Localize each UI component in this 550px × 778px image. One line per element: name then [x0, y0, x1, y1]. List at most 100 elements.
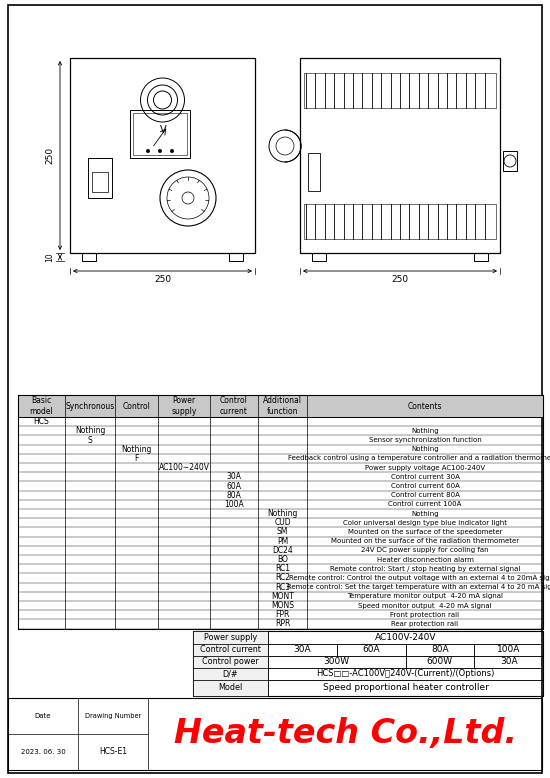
Text: Nothing: Nothing: [411, 428, 439, 434]
Text: Synchronous: Synchronous: [65, 401, 114, 411]
Text: Control current 80A: Control current 80A: [390, 492, 459, 498]
Text: RC1: RC1: [275, 564, 290, 573]
Bar: [474, 656, 543, 668]
Text: Nothing: Nothing: [411, 447, 439, 452]
Text: Power supply: Power supply: [204, 633, 257, 642]
Bar: [268, 680, 543, 696]
Bar: [18, 395, 543, 629]
Text: Rear protection rail: Rear protection rail: [392, 621, 459, 627]
Text: AC100∼240V: AC100∼240V: [158, 463, 210, 472]
Bar: [337, 643, 405, 656]
Text: V: V: [160, 125, 166, 135]
Text: Nothing: Nothing: [75, 426, 105, 436]
Bar: [92, 172, 108, 192]
Bar: [130, 110, 190, 158]
Bar: [193, 631, 543, 696]
Text: 100A: 100A: [224, 500, 244, 509]
Text: RC2: RC2: [275, 573, 290, 583]
Bar: [308, 153, 320, 191]
Bar: [268, 643, 337, 656]
Text: Mounted on the surface of the radiation thermometer: Mounted on the surface of the radiation …: [331, 538, 519, 544]
Text: 30A: 30A: [500, 657, 518, 666]
Text: Speed monitor output  4-20 mA signal: Speed monitor output 4-20 mA signal: [358, 603, 492, 608]
Circle shape: [170, 149, 174, 152]
Bar: [474, 253, 488, 261]
Text: Front protection rail: Front protection rail: [390, 612, 460, 618]
Bar: [193, 643, 268, 656]
Bar: [312, 253, 326, 261]
Text: Heater disconnection alarm: Heater disconnection alarm: [377, 556, 474, 562]
Text: Control current 30A: Control current 30A: [390, 474, 459, 480]
Bar: [18, 395, 543, 417]
Text: 60A: 60A: [227, 482, 241, 490]
Text: RC3: RC3: [275, 583, 290, 592]
Bar: [405, 643, 474, 656]
Text: SM: SM: [277, 527, 288, 537]
Text: 600W: 600W: [427, 657, 453, 666]
Bar: [193, 656, 268, 668]
Bar: [304, 73, 496, 108]
Text: Control
current: Control current: [220, 396, 248, 415]
Text: 250: 250: [154, 275, 171, 283]
Text: 80A: 80A: [431, 645, 449, 654]
Text: Control: Control: [123, 401, 151, 411]
Text: 24V DC power supply for cooling fan: 24V DC power supply for cooling fan: [361, 548, 489, 553]
Bar: [474, 643, 543, 656]
Text: 250: 250: [46, 147, 54, 164]
Bar: [268, 631, 543, 643]
Text: 30A: 30A: [227, 472, 241, 482]
Bar: [82, 253, 96, 261]
Bar: [70, 58, 255, 253]
Bar: [133, 113, 187, 155]
Text: Remote control: Control the output voltage with an external 4 to 20mA signal: Remote control: Control the output volta…: [289, 575, 550, 581]
Text: HCS: HCS: [34, 417, 50, 426]
Text: Date: Date: [35, 713, 51, 719]
Text: 250: 250: [392, 275, 409, 283]
Text: 30A: 30A: [294, 645, 311, 654]
Text: S: S: [87, 436, 92, 444]
Text: Control current 100A: Control current 100A: [388, 501, 461, 507]
Text: HCS□□-AC100V～240V-(Current)/(Options): HCS□□-AC100V～240V-(Current)/(Options): [316, 669, 494, 678]
Text: Control power: Control power: [202, 657, 259, 666]
Text: MONT: MONT: [271, 592, 294, 601]
Text: 60A: 60A: [362, 645, 380, 654]
Text: Drawing Number: Drawing Number: [85, 713, 141, 719]
Bar: [304, 204, 496, 239]
Text: 300W: 300W: [324, 657, 350, 666]
Text: Nothing: Nothing: [267, 509, 298, 518]
Bar: [268, 656, 405, 668]
Text: DC24: DC24: [272, 546, 293, 555]
Text: Model: Model: [218, 683, 243, 692]
Text: Additional
function: Additional function: [263, 396, 302, 415]
Text: F: F: [134, 454, 139, 463]
Bar: [229, 253, 243, 261]
Bar: [268, 668, 543, 680]
Text: Contents: Contents: [408, 401, 442, 411]
Text: Remote control: Start / stop heating by external signal: Remote control: Start / stop heating by …: [330, 566, 520, 572]
Bar: [405, 656, 474, 668]
Text: 80A: 80A: [227, 491, 241, 499]
Text: Color universal design type blue indicator light: Color universal design type blue indicat…: [343, 520, 507, 526]
Text: Control current 60A: Control current 60A: [390, 483, 459, 489]
Text: Remote control: Set the target temperature with an external 4 to 20 mA signal: Remote control: Set the target temperatu…: [287, 584, 550, 591]
Bar: [193, 668, 268, 680]
Text: Basic
model: Basic model: [30, 396, 53, 415]
Text: AC100V-240V: AC100V-240V: [375, 633, 436, 642]
Text: MONS: MONS: [271, 601, 294, 610]
Text: RPR: RPR: [275, 619, 290, 629]
Text: 100A: 100A: [497, 645, 520, 654]
Text: PM: PM: [277, 537, 288, 545]
Text: Power
supply: Power supply: [171, 396, 197, 415]
Bar: [88, 158, 112, 198]
Text: CUD: CUD: [274, 518, 291, 527]
Text: Nothing: Nothing: [122, 445, 152, 454]
Text: Sensor synchronization function: Sensor synchronization function: [368, 437, 481, 443]
Bar: [8, 698, 542, 770]
Text: Mounted on the surface of the speedometer: Mounted on the surface of the speedomete…: [348, 529, 502, 535]
Bar: [193, 631, 268, 643]
Text: D/#: D/#: [223, 669, 238, 678]
Bar: [300, 58, 500, 253]
Text: Feedback control using a temperature controller and a radiation thermometer: Feedback control using a temperature con…: [289, 455, 550, 461]
Text: Heat-tech Co.,Ltd.: Heat-tech Co.,Ltd.: [173, 717, 516, 750]
Text: 2023. 06. 30: 2023. 06. 30: [21, 749, 65, 755]
